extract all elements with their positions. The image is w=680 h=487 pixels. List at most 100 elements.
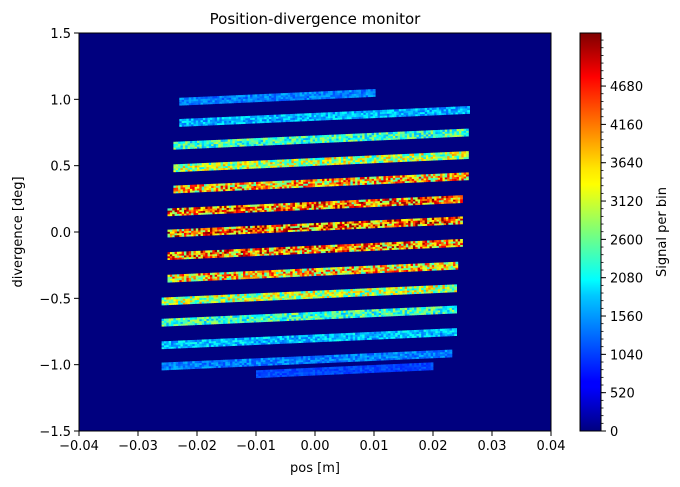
heatmap-cell <box>253 187 257 190</box>
heatmap-cell <box>418 291 422 294</box>
heatmap-cell <box>179 257 183 260</box>
heatmap-cell <box>278 203 282 206</box>
heatmap-cell <box>299 208 303 211</box>
heatmap-cell <box>280 273 284 276</box>
heatmap-cell <box>453 110 456 113</box>
heatmap-cell <box>455 265 459 268</box>
heatmap-cell <box>392 287 396 290</box>
heatmap-cell <box>264 95 268 99</box>
heatmap-cell <box>441 245 445 248</box>
heatmap-cell <box>339 223 343 226</box>
heatmap-cell <box>289 161 292 164</box>
heatmap-cell <box>228 101 232 104</box>
heatmap-cell <box>278 224 282 227</box>
heatmap-cell <box>243 254 246 257</box>
heatmap-cell <box>371 289 375 293</box>
heatmap-cell <box>449 173 453 176</box>
heatmap-cell <box>368 204 371 208</box>
heatmap-cell <box>306 113 310 116</box>
heatmap-cell <box>386 113 390 116</box>
heatmap-cell <box>169 231 173 234</box>
heatmap-cell <box>274 159 278 163</box>
heatmap-stripe <box>167 216 463 238</box>
heatmap-cell <box>240 205 244 208</box>
heatmap-cell <box>339 111 343 115</box>
heatmap-cell <box>178 169 181 172</box>
heatmap-cell <box>278 226 282 229</box>
heatmap-cell <box>382 223 386 226</box>
heatmap-cell <box>212 211 216 215</box>
heatmap-cell <box>351 201 355 205</box>
heatmap-cell <box>186 256 190 260</box>
heatmap-cell <box>264 205 268 209</box>
heatmap-cell <box>207 278 211 281</box>
heatmap-cell <box>450 197 454 200</box>
heatmap-cell <box>335 250 338 253</box>
heatmap-cell <box>316 269 319 273</box>
heatmap-cell <box>292 202 296 206</box>
heatmap-cell <box>224 122 227 125</box>
heatmap-cell <box>292 274 296 277</box>
heatmap-cell <box>234 296 238 299</box>
heatmap-cell <box>457 222 461 225</box>
heatmap-cell <box>350 292 354 296</box>
heatmap-cell <box>240 98 244 101</box>
heatmap-cell <box>232 319 236 322</box>
heatmap-cell <box>304 223 308 226</box>
heatmap-cell <box>278 271 282 274</box>
heatmap-cell <box>178 185 181 188</box>
heatmap-cell <box>337 96 341 99</box>
heatmap-cell <box>447 153 450 157</box>
heatmap-cell <box>408 265 411 269</box>
heatmap-cell <box>383 177 387 181</box>
heatmap-cell <box>427 109 430 112</box>
heatmap-cell <box>182 165 186 169</box>
heatmap-cell <box>409 178 413 181</box>
heatmap-cell <box>300 291 304 294</box>
heatmap-cell <box>366 292 370 295</box>
heatmap-cell <box>241 161 245 164</box>
heatmap-cell <box>366 133 370 136</box>
heatmap-cell <box>311 223 315 226</box>
heatmap-cell <box>309 118 312 121</box>
heatmap-cell <box>434 243 437 247</box>
heatmap-cell <box>365 89 369 92</box>
heatmap-cell <box>167 210 171 213</box>
heatmap-cell <box>266 247 270 250</box>
heatmap-cell <box>410 265 414 268</box>
heatmap-cell <box>317 180 321 184</box>
heatmap-cell <box>407 134 410 138</box>
heatmap-cell <box>455 199 459 202</box>
heatmap-cell <box>307 137 311 140</box>
heatmap-cell <box>366 178 370 181</box>
heatmap-cell <box>384 115 388 118</box>
heatmap-cell <box>425 177 429 181</box>
heatmap-cell <box>173 320 177 323</box>
heatmap-cell <box>322 180 325 183</box>
heatmap-cell <box>405 264 409 267</box>
heatmap-cell <box>402 159 406 162</box>
heatmap-cell <box>195 250 199 254</box>
heatmap-cell <box>325 204 329 208</box>
heatmap-cell <box>208 318 212 321</box>
heatmap-cell <box>304 118 308 122</box>
heatmap-cell <box>189 146 193 149</box>
heatmap-cell <box>266 203 270 207</box>
heatmap-cell <box>209 233 213 236</box>
heatmap-cell <box>254 225 258 228</box>
heatmap-cell <box>371 157 375 160</box>
heatmap-cell <box>185 185 188 188</box>
heatmap-cell <box>409 288 413 291</box>
heatmap-cell <box>235 98 239 102</box>
heatmap-cell <box>421 178 424 181</box>
heatmap-cell <box>266 225 270 228</box>
heatmap-cell <box>241 293 245 297</box>
heatmap-cell <box>265 298 269 301</box>
heatmap-cell <box>394 198 397 201</box>
heatmap-cell <box>251 143 255 147</box>
heatmap-cell <box>458 134 462 137</box>
heatmap-cell <box>359 177 363 180</box>
heatmap-cell <box>420 263 423 266</box>
heatmap-cell <box>277 159 280 162</box>
heatmap-cell <box>172 255 175 258</box>
